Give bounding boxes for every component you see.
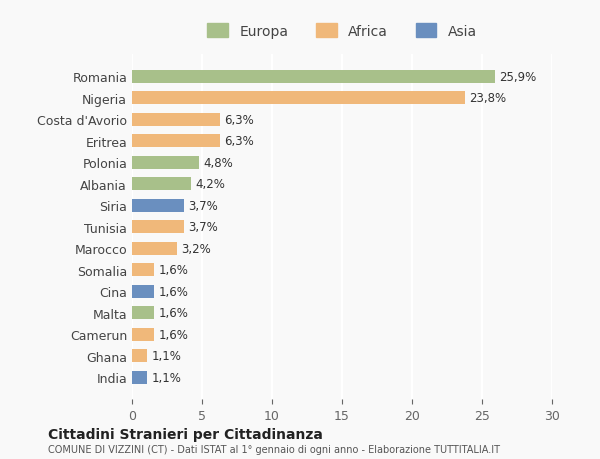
Bar — [132, 178, 191, 191]
Text: 1,6%: 1,6% — [158, 285, 188, 298]
Bar — [132, 349, 148, 362]
Bar — [132, 135, 220, 148]
Bar — [132, 71, 494, 84]
Bar — [132, 199, 184, 212]
Bar — [132, 307, 154, 319]
Text: 25,9%: 25,9% — [499, 71, 536, 84]
Text: 3,2%: 3,2% — [181, 242, 211, 255]
Text: 1,1%: 1,1% — [152, 349, 181, 362]
Bar — [132, 371, 148, 384]
Bar — [132, 242, 177, 255]
Text: 6,3%: 6,3% — [224, 135, 254, 148]
Text: 4,8%: 4,8% — [203, 157, 233, 169]
Text: Cittadini Stranieri per Cittadinanza: Cittadini Stranieri per Cittadinanza — [48, 427, 323, 441]
Bar — [132, 285, 154, 298]
Bar — [132, 92, 465, 105]
Text: 6,3%: 6,3% — [224, 113, 254, 127]
Bar — [132, 263, 154, 276]
Legend: Europa, Africa, Asia: Europa, Africa, Asia — [200, 17, 484, 46]
Text: COMUNE DI VIZZINI (CT) - Dati ISTAT al 1° gennaio di ogni anno - Elaborazione TU: COMUNE DI VIZZINI (CT) - Dati ISTAT al 1… — [48, 444, 500, 454]
Bar — [132, 221, 184, 234]
Bar — [132, 113, 220, 127]
Text: 1,6%: 1,6% — [158, 263, 188, 277]
Text: 4,2%: 4,2% — [195, 178, 225, 191]
Text: 3,7%: 3,7% — [188, 221, 218, 234]
Text: 1,6%: 1,6% — [158, 307, 188, 319]
Bar — [132, 328, 154, 341]
Text: 3,7%: 3,7% — [188, 199, 218, 212]
Text: 1,6%: 1,6% — [158, 328, 188, 341]
Text: 23,8%: 23,8% — [469, 92, 506, 105]
Bar — [132, 157, 199, 169]
Text: 1,1%: 1,1% — [152, 371, 181, 384]
